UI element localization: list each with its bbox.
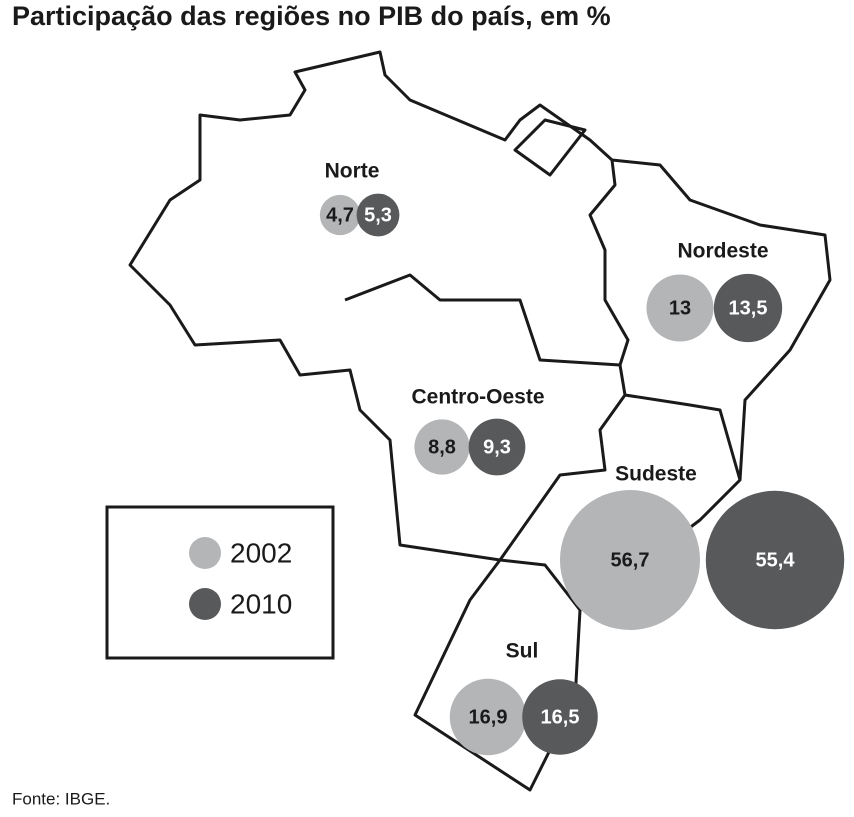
bubble <box>559 489 701 631</box>
region-label: Nordeste <box>677 240 768 263</box>
value-label: 4,7 <box>326 204 354 226</box>
region-border <box>588 159 630 366</box>
bubble <box>713 273 783 343</box>
region-border <box>499 558 582 611</box>
region-border <box>624 393 742 481</box>
bubble <box>522 679 598 755</box>
value-label: 16,5 <box>541 706 580 728</box>
bubble <box>319 194 361 236</box>
source-note: Fonte: IBGE. <box>12 789 110 808</box>
value-label: 8,8 <box>428 436 456 458</box>
value-label: 13,5 <box>729 297 768 319</box>
island <box>513 118 587 177</box>
bubble <box>356 193 400 237</box>
bubble <box>414 419 470 475</box>
legend-box <box>105 505 335 660</box>
bubble <box>705 490 845 630</box>
legend-swatch <box>189 537 221 569</box>
bubble <box>646 274 714 342</box>
legend-label: 2002 <box>230 537 292 568</box>
legend-swatch <box>189 588 221 620</box>
bubble <box>449 678 527 756</box>
country-outline <box>128 50 832 792</box>
region-border <box>498 394 627 561</box>
map <box>128 50 832 792</box>
region-label: Sudeste <box>615 463 697 486</box>
region-label: Sul <box>506 640 539 663</box>
region-border <box>344 273 627 396</box>
legend-label: 2010 <box>230 588 292 619</box>
value-label: 5,3 <box>364 204 392 226</box>
bubble <box>468 418 526 476</box>
region-label: Centro-Oeste <box>411 386 544 409</box>
value-label: 56,7 <box>611 549 650 571</box>
value-label: 13 <box>669 297 691 319</box>
value-label: 55,4 <box>756 549 796 571</box>
value-label: 9,3 <box>483 436 511 458</box>
chart-title: Participação das regiões no PIB do país,… <box>12 1 611 31</box>
region-label: Norte <box>325 160 380 183</box>
value-label: 16,9 <box>469 706 508 728</box>
